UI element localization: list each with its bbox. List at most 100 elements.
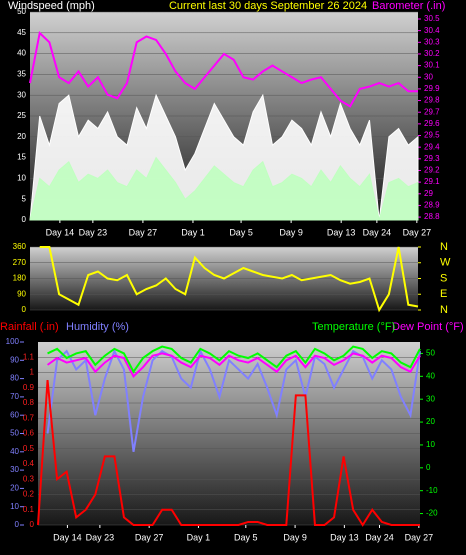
y-tick-label: 1.1 bbox=[23, 352, 35, 361]
legend-label: Rainfall (.in) bbox=[0, 321, 59, 333]
y2-tick-label: 29.7 bbox=[424, 107, 440, 116]
y2-tick-label: 29.5 bbox=[424, 131, 440, 140]
x-tick-label: Day 24 bbox=[363, 227, 392, 237]
x-tick-label: Day 27 bbox=[129, 227, 158, 237]
y2-tick-label: S bbox=[440, 272, 447, 284]
y3-tick-label: 40 bbox=[10, 447, 19, 456]
y-tick-label: 360 bbox=[13, 242, 27, 251]
y3-tick-label: 20 bbox=[10, 484, 19, 493]
series-line bbox=[37, 380, 420, 527]
y2-tick-label: 30.4 bbox=[424, 26, 440, 35]
y-tick-label: 180 bbox=[13, 274, 27, 283]
y-tick-label: 0.1 bbox=[23, 505, 35, 514]
x-tick-label: Day 9 bbox=[283, 532, 307, 542]
y3-tick-label: 80 bbox=[10, 374, 19, 383]
y2-tick-label: N bbox=[440, 304, 448, 316]
y2-tick-label: 29.9 bbox=[424, 84, 440, 93]
y2-tick-label: 30.5 bbox=[424, 14, 440, 23]
y2-tick-label: 20 bbox=[426, 417, 435, 426]
y2-tick-label: 29.6 bbox=[424, 119, 440, 128]
y-tick-label: 90 bbox=[17, 289, 26, 298]
y2-tick-label: -10 bbox=[426, 486, 438, 495]
y-tick-label: 0.3 bbox=[23, 474, 35, 483]
y-tick-label: 0.6 bbox=[23, 429, 35, 438]
y2-tick-label: 30.2 bbox=[424, 49, 440, 58]
y-tick-label: 0 bbox=[22, 215, 27, 224]
y3-tick-label: 100 bbox=[6, 337, 20, 346]
y-tick-label: 10 bbox=[17, 174, 26, 183]
series-line bbox=[29, 30, 418, 108]
y-tick-label: 25 bbox=[17, 111, 26, 120]
y-tick-label: 0.5 bbox=[23, 444, 35, 453]
x-tick-label: Day 13 bbox=[330, 532, 359, 542]
x-tick-label: Day 23 bbox=[79, 227, 108, 237]
series-line bbox=[46, 352, 421, 378]
series-line bbox=[47, 345, 421, 374]
y2-tick-label: 30 bbox=[426, 394, 435, 403]
y-tick-label: 45 bbox=[17, 28, 26, 37]
y-tick-label: 0.4 bbox=[23, 459, 35, 468]
y2-tick-label: 30 bbox=[424, 72, 433, 81]
legend-label: Temperature (°F) bbox=[312, 321, 395, 333]
x-tick-label: Day 1 bbox=[181, 227, 205, 237]
y-tick-label: 270 bbox=[13, 258, 27, 267]
y2-tick-label: 29.3 bbox=[424, 154, 440, 163]
x-tick-label: Day 27 bbox=[135, 532, 164, 542]
series-area bbox=[29, 156, 419, 221]
y-axis-title: Windspeed (mph) bbox=[8, 0, 95, 12]
x-tick-label: Day 9 bbox=[279, 227, 303, 237]
chart-title: Current last 30 days September 26 2024 bbox=[169, 0, 367, 12]
y-tick-label: 0 bbox=[22, 305, 27, 314]
y3-tick-label: 30 bbox=[10, 465, 19, 474]
y3-tick-label: 10 bbox=[10, 502, 19, 511]
y-tick-label: 20 bbox=[17, 132, 26, 141]
y3-tick-label: 70 bbox=[10, 392, 19, 401]
y2-tick-label: 29.1 bbox=[424, 177, 440, 186]
y2-tick-label: N bbox=[440, 241, 448, 253]
y2-tick-label: 28.9 bbox=[424, 201, 440, 210]
y-tick-label: 0.2 bbox=[23, 490, 35, 499]
y2-tick-label: 28.8 bbox=[424, 212, 440, 221]
y2-tick-label: 30.1 bbox=[424, 61, 440, 70]
legend-label: Humidity (%) bbox=[66, 321, 129, 333]
y2-tick-label: 29.4 bbox=[424, 142, 440, 151]
y2-tick-label: 29.8 bbox=[424, 96, 440, 105]
y2-tick-label: W bbox=[440, 257, 451, 269]
x-tick-label: Day 14 bbox=[53, 532, 82, 542]
y-tick-label: 35 bbox=[17, 70, 26, 79]
y-tick-label: 0.9 bbox=[23, 383, 35, 392]
x-tick-label: Day 5 bbox=[234, 532, 258, 542]
y2-tick-label: -20 bbox=[426, 509, 438, 518]
x-tick-label: Day 27 bbox=[403, 227, 432, 237]
y2-tick-label: 10 bbox=[426, 440, 435, 449]
y-tick-label: 50 bbox=[17, 7, 26, 16]
y3-tick-label: 0 bbox=[15, 520, 20, 529]
x-tick-label: Day 24 bbox=[365, 532, 394, 542]
y-tick-label: 5 bbox=[22, 194, 27, 203]
y-tick-label: 0.7 bbox=[23, 413, 35, 422]
y2-tick-label: 50 bbox=[426, 349, 435, 358]
y2-tick-label: 30.3 bbox=[424, 37, 440, 46]
y3-tick-label: 60 bbox=[10, 410, 19, 419]
x-tick-label: Day 1 bbox=[187, 532, 211, 542]
legend-label: Dew Point (°F) bbox=[392, 321, 464, 333]
y2-tick-label: E bbox=[440, 288, 447, 300]
y2-tick-label: 29.2 bbox=[424, 166, 440, 175]
y2-tick-label: 29 bbox=[424, 189, 433, 198]
y-tick-label: 1 bbox=[30, 368, 35, 377]
x-tick-label: Day 23 bbox=[86, 532, 115, 542]
y2-tick-label: 40 bbox=[426, 371, 435, 380]
y3-tick-label: 90 bbox=[10, 355, 19, 364]
y-tick-label: 15 bbox=[17, 153, 26, 162]
y3-tick-label: 50 bbox=[10, 429, 19, 438]
y2-axis-title: Barometer (.in) bbox=[372, 0, 445, 12]
series-line bbox=[39, 246, 419, 313]
x-tick-label: Day 14 bbox=[46, 227, 75, 237]
y-tick-label: 30 bbox=[17, 90, 26, 99]
x-tick-label: Day 13 bbox=[327, 227, 356, 237]
y-tick-label: 0 bbox=[30, 520, 35, 529]
y-tick-label: 0.8 bbox=[23, 398, 35, 407]
x-tick-label: Day 27 bbox=[405, 532, 434, 542]
y-tick-label: 40 bbox=[17, 49, 26, 58]
